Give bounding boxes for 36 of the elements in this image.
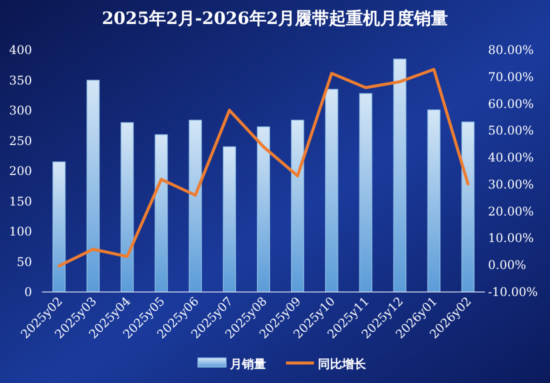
y2-tick-label: 0.00% <box>488 258 526 272</box>
bar <box>325 88 338 292</box>
y-tick-label: 0 <box>24 285 32 299</box>
bar <box>154 134 168 292</box>
y2-tick-label: 50.00% <box>488 124 534 138</box>
y2-tick-label: 10.00% <box>488 231 534 246</box>
bar <box>86 80 100 292</box>
bar <box>222 146 236 292</box>
y2-tick-label: 70.00% <box>488 70 534 84</box>
y-tick-label: 50 <box>16 254 32 269</box>
y-tick-label: 100 <box>9 224 32 238</box>
y2-tick-label: 40.00% <box>488 150 534 165</box>
y-tick-label: 300 <box>9 104 32 118</box>
y2-tick-label: 20.00% <box>488 204 534 218</box>
bar <box>359 93 372 292</box>
y-tick-label: 200 <box>9 164 32 178</box>
chart-title: 2025年2月-2026年2月履带起重机月度销量 <box>102 9 448 29</box>
bar <box>52 162 66 292</box>
y-tick-label: 150 <box>9 194 32 208</box>
y2-tick-label: 80.00% <box>488 43 534 57</box>
y2-tick-label: 60.00% <box>488 96 534 111</box>
y-tick-label: 250 <box>9 134 32 148</box>
bar <box>291 120 304 292</box>
bar <box>427 109 440 292</box>
line-series <box>58 68 470 268</box>
bar <box>188 120 202 292</box>
y2-tick-label: -10.00% <box>488 285 538 299</box>
bar <box>256 126 270 292</box>
bar <box>393 58 406 292</box>
y2-tick-label: 30.00% <box>488 177 534 192</box>
y-tick-label: 400 <box>9 43 32 57</box>
bar <box>120 122 134 292</box>
y-tick-label: 350 <box>9 73 32 88</box>
legend-label: 月销量 <box>229 357 266 371</box>
bar <box>461 122 474 292</box>
legend-label: 同比增长 <box>318 357 367 371</box>
